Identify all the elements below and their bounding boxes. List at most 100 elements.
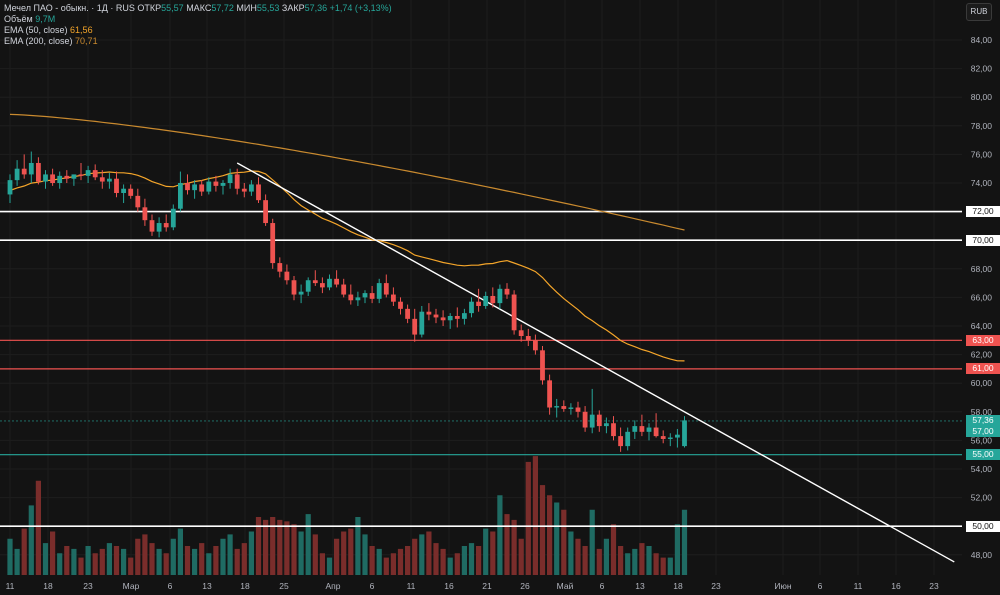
candle-body <box>241 188 247 192</box>
ema50-row[interactable]: EMA (50, close) 61,56 <box>4 25 392 36</box>
price-tag[interactable]: 63,00 <box>966 334 1000 346</box>
candle-body <box>611 423 616 437</box>
volume-row[interactable]: Объём 9,7M <box>4 14 392 25</box>
time-axis[interactable]: 11 18 23 Мар 6 13 18 25 Апр 6 11 16 21 26 Май 6 13 18 23 Ию… <box>6 581 939 591</box>
volume-bar <box>660 557 666 575</box>
currency-button[interactable]: RUB <box>966 3 992 21</box>
candle-body <box>85 170 91 176</box>
candle-body <box>469 301 474 314</box>
volume-bar <box>248 531 254 575</box>
volume-bar <box>305 514 311 575</box>
volume-bar <box>142 534 148 575</box>
candle-body <box>391 294 396 302</box>
volume-bar <box>28 505 34 575</box>
price-axis-label: 48,00 <box>971 550 993 560</box>
volume-bar <box>106 543 112 575</box>
volume-bar <box>348 528 354 575</box>
time-axis-label: 23 <box>83 581 93 591</box>
trendline-line[interactable] <box>236 162 955 563</box>
time-axis-label: Июн <box>774 581 791 591</box>
time-axis-label: 18 <box>673 581 683 591</box>
high-value: 57,72 <box>211 3 234 13</box>
candle-body <box>249 184 254 192</box>
price-axis-label: 80,00 <box>971 92 993 102</box>
candle-body <box>426 311 432 315</box>
candle-body <box>57 175 63 183</box>
ema200-label: EMA (200, close) <box>4 36 73 46</box>
volume-bar <box>57 553 63 575</box>
candle-body <box>660 436 666 439</box>
volume-bar <box>163 553 169 575</box>
time-axis-label: 26 <box>520 581 530 591</box>
symbol-title[interactable]: Мечел ПАО - обыкн. · 1Д · RUS <box>4 3 135 13</box>
volume-bar <box>277 519 283 575</box>
candle-body <box>64 175 70 179</box>
time-axis-label: 11 <box>407 581 416 591</box>
price-tag[interactable]: 55,00 <box>966 449 1000 461</box>
volume-bar <box>504 514 510 575</box>
candle-body <box>454 315 460 319</box>
candle-body <box>14 168 20 181</box>
volume-bar <box>64 546 70 575</box>
candle-body <box>50 174 55 183</box>
time-axis-label: Мар <box>123 581 140 591</box>
candle-body <box>376 283 382 299</box>
price-tag[interactable]: 57,36 <box>966 415 1000 427</box>
low-label: МИН <box>236 3 257 13</box>
horizontal-levels[interactable] <box>0 210 962 528</box>
candle-body <box>185 183 190 191</box>
candle-body <box>575 407 581 412</box>
volume-bar <box>263 519 269 575</box>
volume-bar <box>113 546 120 575</box>
volume-label: Объём <box>4 14 33 24</box>
price-axis-label: 64,00 <box>971 321 993 331</box>
volume-bar <box>21 528 27 575</box>
candle-body <box>369 293 375 299</box>
ema-lines <box>9 113 685 362</box>
candle-body <box>213 181 219 186</box>
volume-bar <box>632 548 638 575</box>
candle-body <box>540 350 545 381</box>
ema50-line <box>9 170 685 362</box>
candle-body <box>561 406 567 409</box>
candle-body <box>277 263 283 272</box>
price-tag[interactable]: 61,00 <box>966 363 1000 375</box>
candle-body <box>348 294 354 301</box>
candle-body <box>646 427 652 432</box>
candle-body <box>653 427 659 437</box>
volume-bars <box>7 456 688 575</box>
volume-value: 9,7M <box>35 14 56 24</box>
open-label: ОТКР <box>137 3 162 13</box>
candle-body <box>596 414 602 427</box>
grid-lines <box>0 39 962 556</box>
ema50-label: EMA (50, close) <box>4 25 68 35</box>
candle-body <box>504 288 510 295</box>
candle-body <box>497 288 503 304</box>
price-tag[interactable]: 57,00 <box>966 426 1000 438</box>
candle-body <box>362 293 368 298</box>
volume-bar <box>674 524 680 575</box>
ema200-row[interactable]: EMA (200, close) 70,71 <box>4 36 392 47</box>
volume-bar <box>511 519 517 575</box>
price-axis-label: 56,00 <box>971 435 993 445</box>
trendline[interactable] <box>236 162 955 563</box>
candle-body <box>618 436 623 447</box>
volume-bar <box>497 495 503 575</box>
volume-bar <box>334 538 340 575</box>
volume-bar <box>206 553 212 575</box>
price-axis-label: 82,00 <box>971 64 993 74</box>
price-axis[interactable]: 84,00 82,00 80,00 78,00 76,00 74,00 68,00 66,00… <box>971 35 993 560</box>
time-axis-label: 18 <box>240 581 250 591</box>
time-axis-label: 6 <box>168 581 173 591</box>
price-axis-label: 84,00 <box>971 35 993 45</box>
ema50-value: 61,56 <box>70 25 93 35</box>
candle-body <box>398 301 403 309</box>
close-value: 57,36 <box>304 3 328 13</box>
price-tag[interactable]: 50,00 <box>966 520 1000 532</box>
price-tag[interactable]: 72,00 <box>966 206 1000 218</box>
price-tag[interactable]: 70,00 <box>966 234 1000 246</box>
candle-body <box>206 181 212 192</box>
candle-body <box>107 178 112 182</box>
volume-bar <box>525 461 531 575</box>
